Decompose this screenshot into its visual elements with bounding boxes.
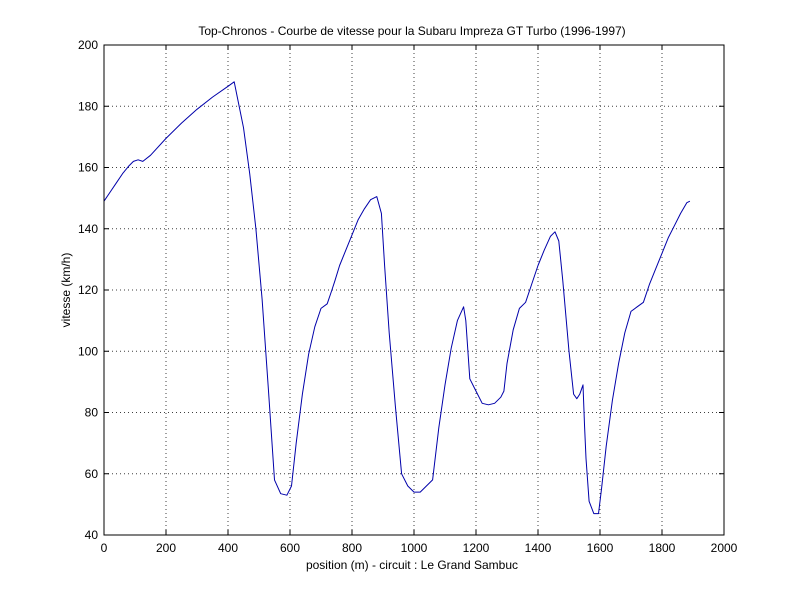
y-tick-label: 60 [85,467,99,481]
x-tick-label: 1800 [649,541,676,555]
x-tick-label: 1600 [587,541,614,555]
x-tick-label: 1200 [463,541,490,555]
x-tick-label: 400 [218,541,238,555]
x-tick-label: 200 [156,541,176,555]
y-tick-label: 120 [78,283,98,297]
y-tick-label: 80 [85,406,99,420]
x-tick-label: 800 [342,541,362,555]
plot-border [103,44,725,536]
series-layer [103,81,691,515]
y-tick-label: 200 [78,38,98,52]
y-tick-label: 100 [78,344,98,358]
speed-series-line [103,81,691,515]
x-tick-label: 1000 [401,541,428,555]
y-axis-label: vitesse (km/h) [59,253,73,328]
y-tick-label: 160 [78,161,98,175]
x-tick-label: 2000 [711,541,738,555]
y-tick-label: 140 [78,222,98,236]
chart-title: Top-Chronos - Courbe de vitesse pour la … [198,24,625,38]
x-tick-label: 0 [101,541,108,555]
x-tick-label: 1400 [525,541,552,555]
x-axis-label: position (m) - circuit : Le Grand Sambuc [306,558,518,572]
x-tick-label: 600 [280,541,300,555]
axis-ticks: 0 200 400 600 800 1000 1200 1400 1600 1800 2000 40 6… [78,38,738,555]
y-tick-label: 40 [85,528,99,542]
y-tick-label: 180 [78,99,98,113]
